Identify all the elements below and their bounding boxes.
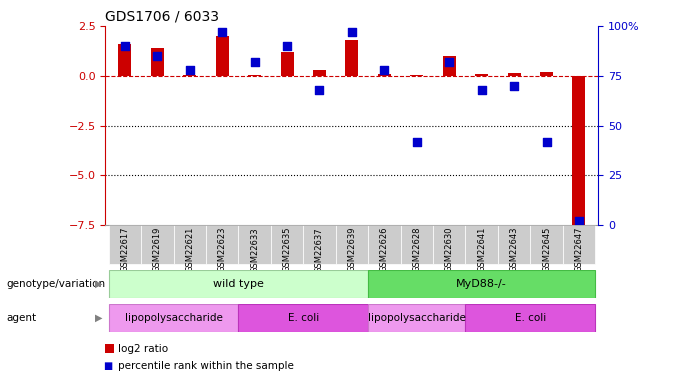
Text: GSM22623: GSM22623 xyxy=(218,227,226,273)
Text: GSM22639: GSM22639 xyxy=(347,227,356,273)
Text: E. coli: E. coli xyxy=(515,313,546,323)
Text: percentile rank within the sample: percentile rank within the sample xyxy=(118,361,294,370)
Bar xyxy=(573,76,585,225)
Point xyxy=(314,87,325,93)
Text: log2 ratio: log2 ratio xyxy=(118,344,168,354)
Text: genotype/variation: genotype/variation xyxy=(7,279,106,289)
Bar xyxy=(378,74,391,76)
Bar xyxy=(507,73,521,76)
Bar xyxy=(173,225,206,264)
Text: GDS1706 / 6033: GDS1706 / 6033 xyxy=(105,10,220,24)
Bar xyxy=(443,56,456,76)
Point xyxy=(509,83,520,89)
Bar xyxy=(433,225,465,264)
Point xyxy=(184,67,195,73)
Point xyxy=(476,87,487,93)
Bar xyxy=(530,225,563,264)
Point xyxy=(346,29,358,35)
Text: lipopolysaccharide: lipopolysaccharide xyxy=(124,313,222,323)
Point xyxy=(282,43,292,49)
Text: GSM22617: GSM22617 xyxy=(120,227,129,273)
Text: GSM22628: GSM22628 xyxy=(412,227,422,273)
Bar xyxy=(141,225,173,264)
Text: GSM22626: GSM22626 xyxy=(380,227,389,273)
Bar xyxy=(498,225,530,264)
Point xyxy=(541,138,552,144)
Bar xyxy=(313,70,326,76)
Text: E. coli: E. coli xyxy=(288,313,319,323)
Text: GSM22630: GSM22630 xyxy=(445,227,454,273)
Text: lipopolysaccharide: lipopolysaccharide xyxy=(368,313,466,323)
Bar xyxy=(368,270,595,298)
Bar xyxy=(540,72,553,76)
Bar xyxy=(183,75,197,76)
Text: wild type: wild type xyxy=(213,279,264,289)
Text: GSM22635: GSM22635 xyxy=(282,227,292,273)
Bar xyxy=(465,304,595,332)
Point xyxy=(152,53,163,59)
Text: agent: agent xyxy=(7,313,37,322)
Text: GSM22645: GSM22645 xyxy=(542,227,551,272)
Bar xyxy=(109,225,141,264)
Point xyxy=(249,59,260,65)
Point xyxy=(217,29,228,35)
Bar xyxy=(303,225,336,264)
Bar xyxy=(401,225,433,264)
Point xyxy=(120,43,131,49)
Text: ▶: ▶ xyxy=(95,313,102,322)
Bar xyxy=(465,225,498,264)
Bar xyxy=(239,304,368,332)
Bar xyxy=(109,270,368,298)
Point xyxy=(573,218,584,224)
Text: ▶: ▶ xyxy=(95,279,102,289)
Bar xyxy=(151,48,164,76)
Bar xyxy=(475,74,488,76)
Bar xyxy=(345,40,358,76)
Point xyxy=(379,67,390,73)
Text: GSM22621: GSM22621 xyxy=(185,227,194,272)
Bar xyxy=(216,36,228,76)
Text: GSM22641: GSM22641 xyxy=(477,227,486,272)
Text: MyD88-/-: MyD88-/- xyxy=(456,279,507,289)
Text: GSM22633: GSM22633 xyxy=(250,227,259,273)
Bar xyxy=(281,52,294,76)
Text: GSM22647: GSM22647 xyxy=(575,227,583,273)
Bar xyxy=(368,225,401,264)
Bar xyxy=(248,75,261,76)
Bar xyxy=(109,304,239,332)
Text: ■: ■ xyxy=(103,361,113,370)
Bar xyxy=(206,225,239,264)
Bar xyxy=(271,225,303,264)
Text: GSM22643: GSM22643 xyxy=(509,227,519,273)
Text: GSM22637: GSM22637 xyxy=(315,227,324,273)
Bar xyxy=(118,44,131,76)
Bar xyxy=(239,225,271,264)
Point xyxy=(411,138,422,144)
Point xyxy=(444,59,455,65)
Text: GSM22619: GSM22619 xyxy=(153,227,162,272)
Bar xyxy=(368,304,465,332)
Bar xyxy=(410,75,423,76)
Bar xyxy=(336,225,368,264)
Bar xyxy=(563,225,595,264)
